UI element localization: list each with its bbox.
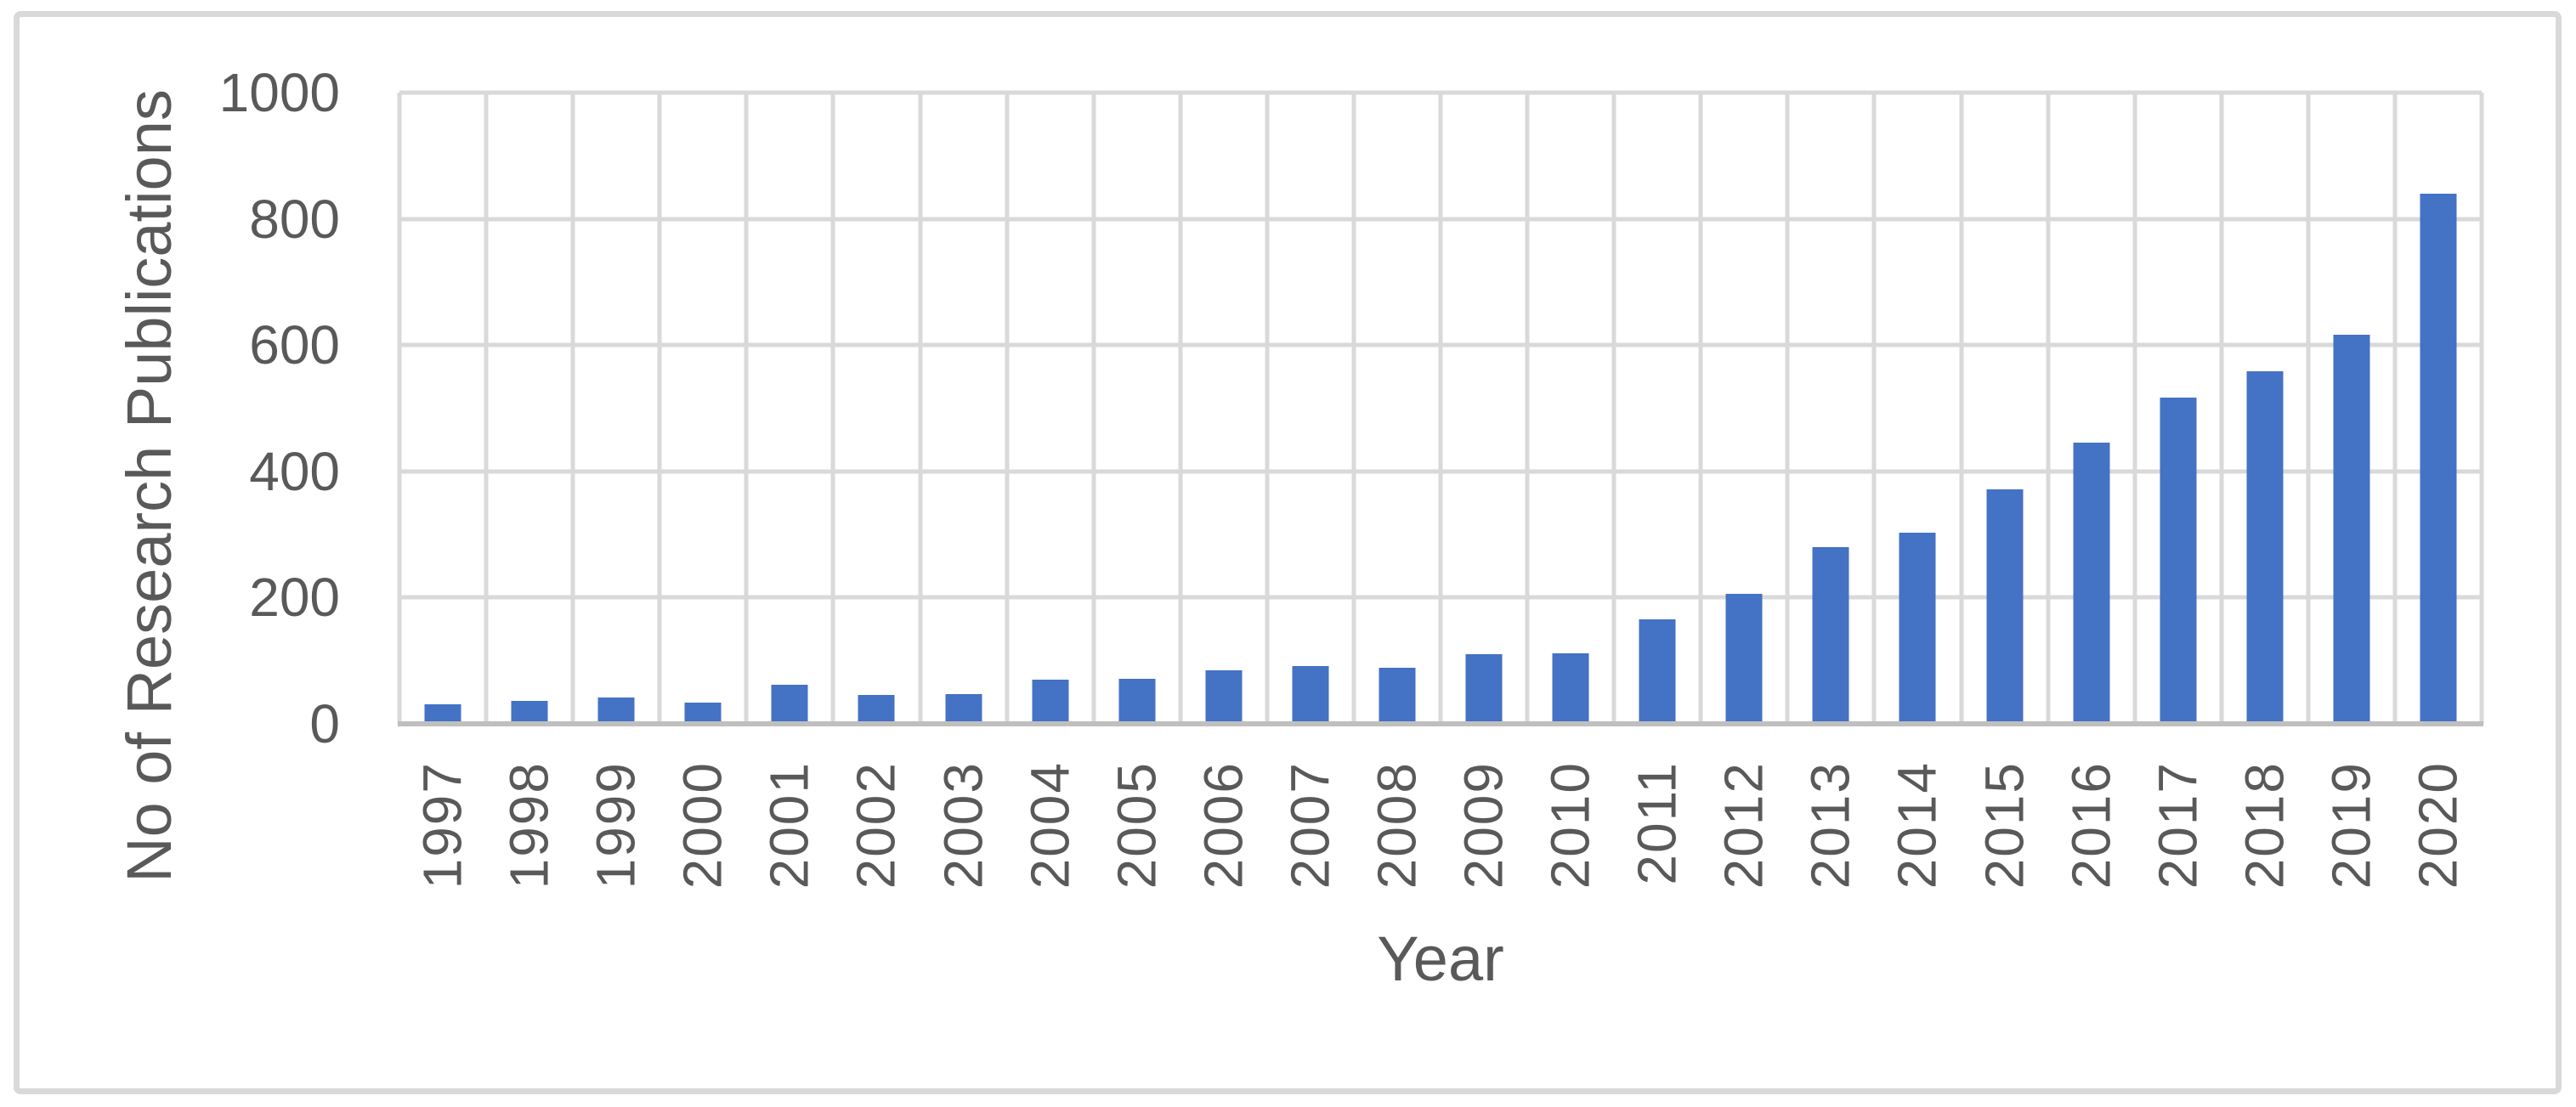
bar-2012 — [1725, 593, 1763, 724]
vertical-gridline — [2132, 93, 2137, 724]
x-axis-title: Year — [1377, 923, 1504, 994]
y-tick-label-1000: 1000 — [218, 62, 340, 123]
x-tick-label-2008: 2008 — [1366, 761, 1428, 890]
bar-2001 — [771, 684, 808, 724]
vertical-gridline — [1438, 93, 1443, 724]
vertical-gridline — [2046, 93, 2051, 724]
figure-border — [14, 11, 2562, 1094]
bar-1998 — [511, 701, 548, 724]
bar-2014 — [1899, 532, 1936, 724]
vertical-gridline — [2306, 93, 2311, 724]
bar-2006 — [1205, 669, 1243, 724]
vertical-gridline — [484, 93, 489, 724]
x-tick-label-2000: 2000 — [671, 761, 733, 890]
x-tick-label-2018: 2018 — [2233, 761, 2296, 890]
vertical-gridline — [918, 93, 922, 724]
x-tick-label-2001: 2001 — [758, 761, 820, 890]
bar-2002 — [858, 694, 895, 724]
horizontal-gridline — [399, 595, 2482, 600]
x-tick-label-2019: 2019 — [2320, 761, 2382, 890]
x-axis-line — [398, 721, 2483, 726]
x-tick-label-2012: 2012 — [1713, 761, 1775, 890]
vertical-gridline — [1178, 93, 1183, 724]
bar-2009 — [1465, 654, 1503, 724]
vertical-gridline — [1611, 93, 1616, 724]
vertical-gridline — [744, 93, 749, 724]
x-tick-label-2009: 2009 — [1452, 761, 1514, 890]
bar-2019 — [2333, 334, 2370, 724]
y-axis-tick-labels: 0 200 400 600 800 1000 — [0, 65, 340, 751]
x-tick-label-1997: 1997 — [411, 761, 473, 890]
x-tick-label-2005: 2005 — [1106, 761, 1168, 890]
x-tick-label-2002: 2002 — [845, 761, 907, 890]
vertical-gridline — [570, 93, 575, 724]
bar-1999 — [597, 697, 635, 724]
vertical-gridline — [1698, 93, 1703, 724]
horizontal-gridline — [399, 90, 2482, 95]
bar-2004 — [1032, 680, 1069, 724]
bar-2000 — [684, 703, 722, 724]
bar-2011 — [1639, 618, 1676, 724]
plot-area — [397, 90, 2484, 726]
horizontal-gridline — [399, 217, 2482, 222]
x-tick-label-1999: 1999 — [585, 761, 647, 890]
bar-2020 — [2420, 193, 2457, 724]
y-tick-label-0: 0 — [309, 693, 340, 754]
x-tick-label-2011: 2011 — [1626, 761, 1688, 885]
vertical-gridline — [830, 93, 835, 724]
y-tick-label-800: 800 — [249, 188, 340, 250]
x-tick-label-2015: 2015 — [1973, 761, 2035, 890]
x-tick-label-2010: 2010 — [1539, 761, 1601, 890]
vertical-gridline — [657, 93, 662, 724]
vertical-gridline — [1005, 93, 1010, 724]
bar-2015 — [1986, 489, 2024, 724]
bar-2016 — [2073, 443, 2110, 724]
vertical-gridline — [1785, 93, 1790, 724]
vertical-gridline — [397, 93, 402, 724]
x-tick-label-2017: 2017 — [2147, 761, 2209, 890]
bar-2013 — [1812, 546, 1849, 724]
x-tick-label-1998: 1998 — [498, 761, 560, 890]
bar-2017 — [2160, 397, 2197, 724]
vertical-gridline — [1351, 93, 1356, 724]
x-tick-label-2003: 2003 — [931, 761, 994, 890]
vertical-gridline — [1871, 93, 1877, 724]
vertical-gridline — [1091, 93, 1096, 724]
x-tick-label-2020: 2020 — [2407, 761, 2469, 890]
x-tick-label-2006: 2006 — [1192, 761, 1254, 890]
y-tick-label-200: 200 — [249, 567, 340, 629]
x-tick-label-2004: 2004 — [1019, 761, 1081, 890]
y-tick-label-600: 600 — [249, 314, 340, 376]
x-tick-label-2007: 2007 — [1279, 761, 1341, 890]
horizontal-gridline — [399, 342, 2482, 347]
vertical-gridline — [1959, 93, 1963, 724]
x-tick-label-2016: 2016 — [2060, 761, 2122, 890]
vertical-gridline — [1525, 93, 1530, 724]
vertical-gridline — [2479, 93, 2484, 724]
bar-1997 — [424, 703, 461, 724]
bar-2010 — [1552, 652, 1589, 724]
y-tick-label-400: 400 — [249, 440, 340, 502]
bar-2008 — [1379, 667, 1416, 724]
vertical-gridline — [2219, 93, 2224, 724]
bar-2003 — [945, 694, 982, 724]
x-axis-tick-labels: 1997 1998 1999 2000 2001 2002 2003 2004 2005 2006… — [399, 761, 2482, 923]
bar-2005 — [1118, 678, 1156, 724]
x-tick-label-2013: 2013 — [1799, 761, 1861, 890]
x-tick-label-2014: 2014 — [1886, 761, 1948, 890]
vertical-gridline — [2392, 93, 2398, 724]
bar-2007 — [1292, 665, 1329, 724]
bar-2018 — [2246, 371, 2284, 724]
vertical-gridline — [1265, 93, 1270, 724]
horizontal-gridline — [399, 469, 2482, 474]
